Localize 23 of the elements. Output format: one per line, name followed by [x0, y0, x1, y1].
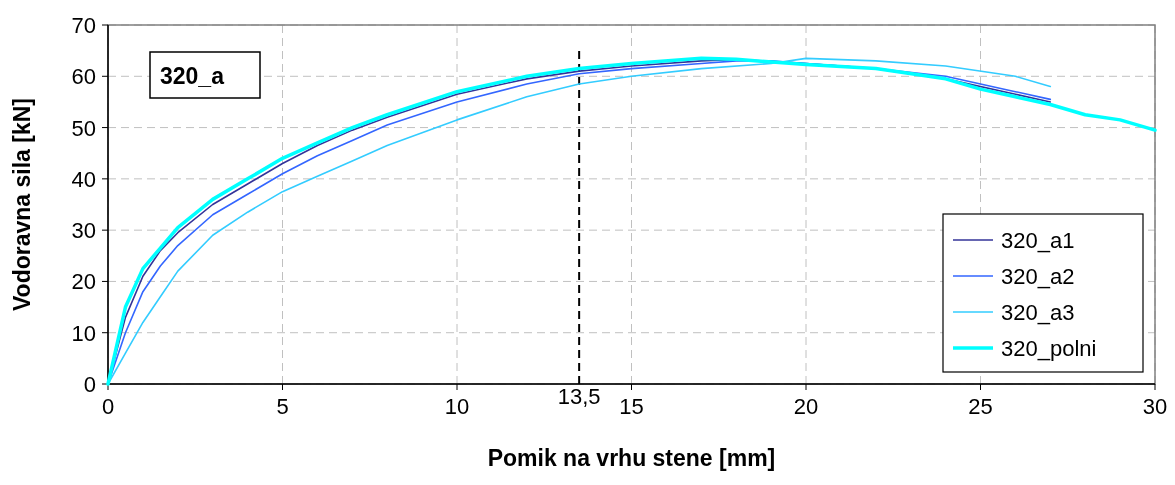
- y-tick-label: 30: [71, 218, 96, 244]
- legend-label: 320_a2: [1001, 264, 1075, 289]
- x-tick-label: 25: [968, 394, 993, 419]
- y-tick-label: 60: [71, 64, 96, 90]
- y-tick-label: 10: [71, 320, 96, 346]
- y-tick-label: 20: [71, 269, 96, 295]
- ref-line-label: 13,5: [557, 384, 601, 409]
- y-tick-label: 50: [71, 115, 96, 141]
- x-tick-label: 20: [793, 394, 819, 419]
- legend-label: 320_a3: [1001, 300, 1075, 325]
- legend-label: 320_a1: [1001, 228, 1075, 253]
- y-tick-label: 70: [71, 13, 96, 38]
- annotation: 320_a: [160, 63, 225, 89]
- x-axis-title: Pomik na vrhu stene [mm]: [487, 445, 776, 471]
- x-tick-label: 30: [1142, 394, 1168, 419]
- y-tick-label: 0: [83, 372, 96, 397]
- x-tick-label: 0: [101, 394, 115, 419]
- legend-label: 320_polni: [1001, 336, 1097, 361]
- x-tick-label: 10: [444, 394, 470, 419]
- x-tick-label: 5: [276, 394, 289, 419]
- y-tick-label: 40: [71, 166, 96, 192]
- y-axis-title: Vodoravna sila [kN]: [9, 97, 35, 312]
- x-tick-label: 15: [619, 394, 644, 419]
